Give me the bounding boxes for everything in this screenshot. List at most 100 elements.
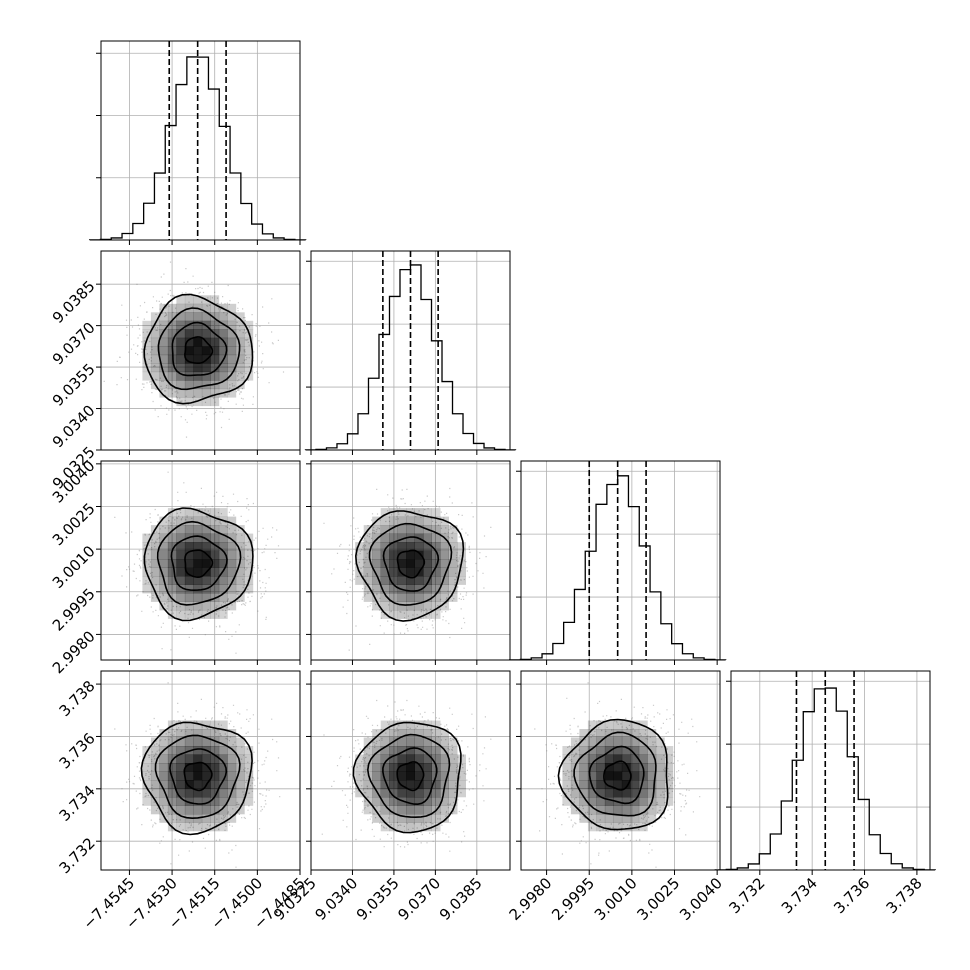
density-cell [159, 346, 169, 356]
density-cell [167, 542, 177, 551]
density-cell [397, 771, 407, 781]
density-cell [184, 805, 194, 815]
density-cell [440, 797, 449, 806]
density-cell [167, 363, 177, 373]
density-cell [210, 746, 220, 755]
density-cell [184, 729, 194, 738]
density-cell [355, 754, 364, 764]
density-cell [176, 593, 186, 602]
density-cell [218, 363, 228, 373]
density-cell [380, 508, 390, 517]
density-cell [159, 771, 169, 781]
density-cell [621, 822, 631, 832]
density-cell [664, 763, 674, 772]
density-cell [227, 797, 237, 806]
density-cell [406, 746, 415, 755]
density-cell [579, 805, 589, 815]
density-cell [176, 542, 186, 551]
density-cell [414, 542, 424, 551]
density-cell [372, 593, 381, 602]
density-cell [167, 371, 177, 381]
density-cell [150, 320, 160, 330]
density-cell [630, 771, 640, 781]
density-cell [193, 754, 203, 764]
density-cell [184, 337, 194, 347]
density-cell [184, 380, 194, 390]
density-cell [647, 754, 657, 764]
density-cell [604, 797, 614, 806]
density-cell [176, 610, 186, 619]
histogram-0 [88, 56, 307, 241]
density-cell [397, 746, 407, 755]
density-cell [380, 797, 390, 806]
density-cell [604, 788, 614, 798]
density-cell [176, 797, 186, 806]
density-cell [159, 593, 169, 602]
density-cell [596, 720, 606, 730]
density-cell [389, 567, 398, 577]
density-cell [431, 576, 441, 585]
density-cell [193, 771, 203, 781]
density-cell [210, 559, 220, 568]
density-cell [431, 788, 441, 798]
density-cell [193, 388, 203, 398]
density-cell [210, 754, 220, 764]
density-cell [604, 763, 614, 772]
density-cell [176, 516, 186, 526]
panel-hist-0 [88, 40, 307, 241]
density-cell [201, 397, 211, 407]
density-cell [193, 380, 203, 390]
contour-3-2-2 [573, 731, 657, 817]
density-cell [159, 516, 169, 526]
density-cell [142, 320, 152, 330]
density-cell [176, 363, 186, 373]
density-cell [372, 814, 381, 823]
density-cell [184, 295, 194, 305]
density-cell [414, 559, 424, 568]
density-cell [176, 525, 186, 534]
contour-2-0-1 [170, 535, 228, 592]
contour-3-0-0 [183, 761, 213, 792]
density-cell [440, 805, 449, 815]
density-cell [235, 805, 245, 815]
density-cell [604, 822, 614, 832]
density-cell [372, 771, 381, 781]
density-cell [210, 737, 220, 747]
density-cell [389, 550, 398, 560]
density-cell [579, 729, 589, 738]
panel-2d-2-1 [306, 460, 511, 665]
density-cell [630, 780, 640, 789]
density-cell [423, 576, 432, 585]
density-cell [431, 533, 441, 543]
density-cell [380, 822, 390, 832]
density-cell [397, 822, 407, 832]
y-tick-label-1-4: 9.0385 [49, 277, 99, 327]
density-cell [193, 354, 203, 364]
density-cell [457, 763, 466, 772]
density-cell [210, 320, 220, 330]
density-cell [380, 746, 390, 755]
density-cell [389, 516, 398, 526]
density-cell [457, 576, 466, 585]
density-cell [176, 780, 186, 789]
density-cell [457, 542, 466, 551]
density-cell [184, 388, 194, 398]
density-cell [150, 576, 160, 585]
density-cell [630, 746, 640, 755]
density-cell [176, 601, 186, 611]
density-cell [397, 814, 407, 823]
density-cell [142, 584, 152, 594]
density-cell [562, 780, 572, 789]
density-cell [389, 754, 398, 764]
density-cell [664, 780, 674, 789]
density-cell [176, 354, 186, 364]
density-cell [227, 737, 237, 747]
density-cell [159, 567, 169, 577]
density-cell [406, 533, 415, 543]
density-cell [664, 797, 674, 806]
density-cell [380, 601, 390, 611]
density-cell [389, 601, 398, 611]
density-cell [587, 737, 597, 747]
density-cell [587, 746, 597, 755]
density-cell [372, 729, 381, 738]
